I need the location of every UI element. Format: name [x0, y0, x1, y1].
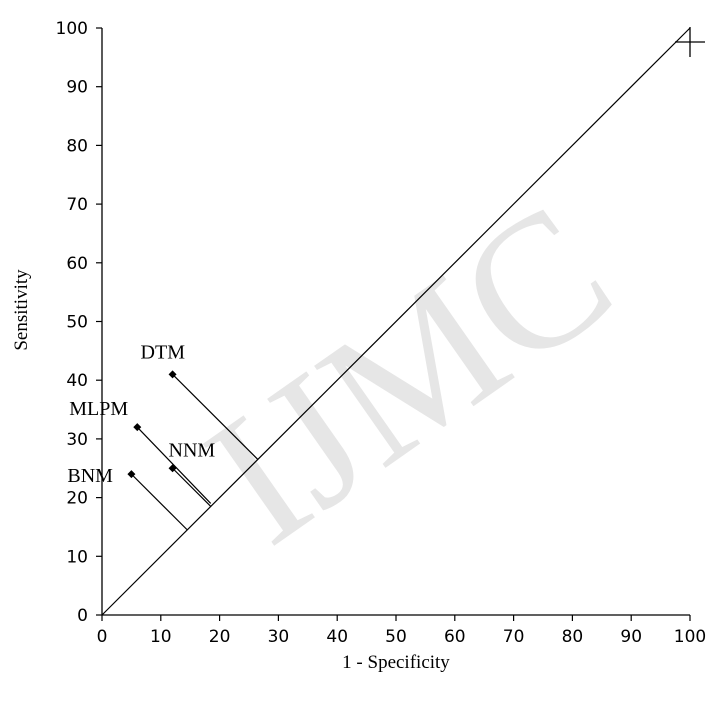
point-label: BNM — [67, 465, 113, 487]
x-tick-label: 70 — [503, 627, 525, 647]
y-axis-title: Sensitivity — [11, 269, 32, 351]
point-label: MLPM — [69, 398, 128, 420]
data-point-marker — [133, 423, 142, 432]
x-tick-label: 20 — [209, 627, 231, 647]
x-tick-label: 30 — [268, 627, 290, 647]
y-axis-ticks: 0 10 20 30 40 50 60 70 80 90 100 — [56, 19, 102, 626]
x-tick-label: 0 — [97, 627, 108, 647]
watermark-layer: IJMC — [172, 164, 647, 584]
x-tick-label: 80 — [562, 627, 584, 647]
reference-diagonal — [101, 27, 705, 616]
y-tick-label: 10 — [66, 547, 88, 567]
data-point-marker — [168, 370, 177, 379]
point-label: DTM — [141, 341, 186, 363]
y-tick-label: 30 — [66, 430, 88, 450]
x-tick-label: 60 — [444, 627, 466, 647]
perpendicular-line — [136, 426, 212, 504]
y-tick-label: 100 — [56, 19, 88, 39]
perpendicular-line — [172, 373, 259, 460]
x-tick-label: 10 — [150, 627, 172, 647]
x-tick-label: 90 — [620, 627, 642, 647]
data-points: DTM MLPM NNM BNM — [67, 341, 215, 487]
y-tick-label: 20 — [66, 489, 88, 509]
y-tick-label: 70 — [66, 195, 88, 215]
x-axis-ticks: 0 10 20 30 40 50 60 70 80 90 100 — [97, 615, 706, 647]
point-label: NNM — [169, 439, 216, 461]
perpendicular-line — [130, 473, 188, 531]
diagonal-line — [101, 27, 691, 616]
y-tick-label: 90 — [66, 78, 88, 98]
x-axis-title: 1 - Specificity — [342, 652, 450, 673]
y-tick-label: 40 — [66, 371, 88, 391]
y-tick-label: 0 — [77, 606, 88, 626]
data-point-marker — [168, 464, 177, 473]
y-tick-label: 60 — [66, 254, 88, 274]
perpendicular-lines — [130, 373, 259, 531]
x-tick-label: 100 — [674, 627, 706, 647]
perpendicular-line — [172, 467, 212, 507]
y-tick-label: 50 — [66, 313, 88, 333]
y-tick-label: 80 — [66, 136, 88, 156]
data-point-marker — [127, 470, 136, 479]
watermark-text: IJMC — [172, 164, 647, 584]
x-tick-label: 40 — [326, 627, 348, 647]
x-tick-label: 50 — [385, 627, 407, 647]
